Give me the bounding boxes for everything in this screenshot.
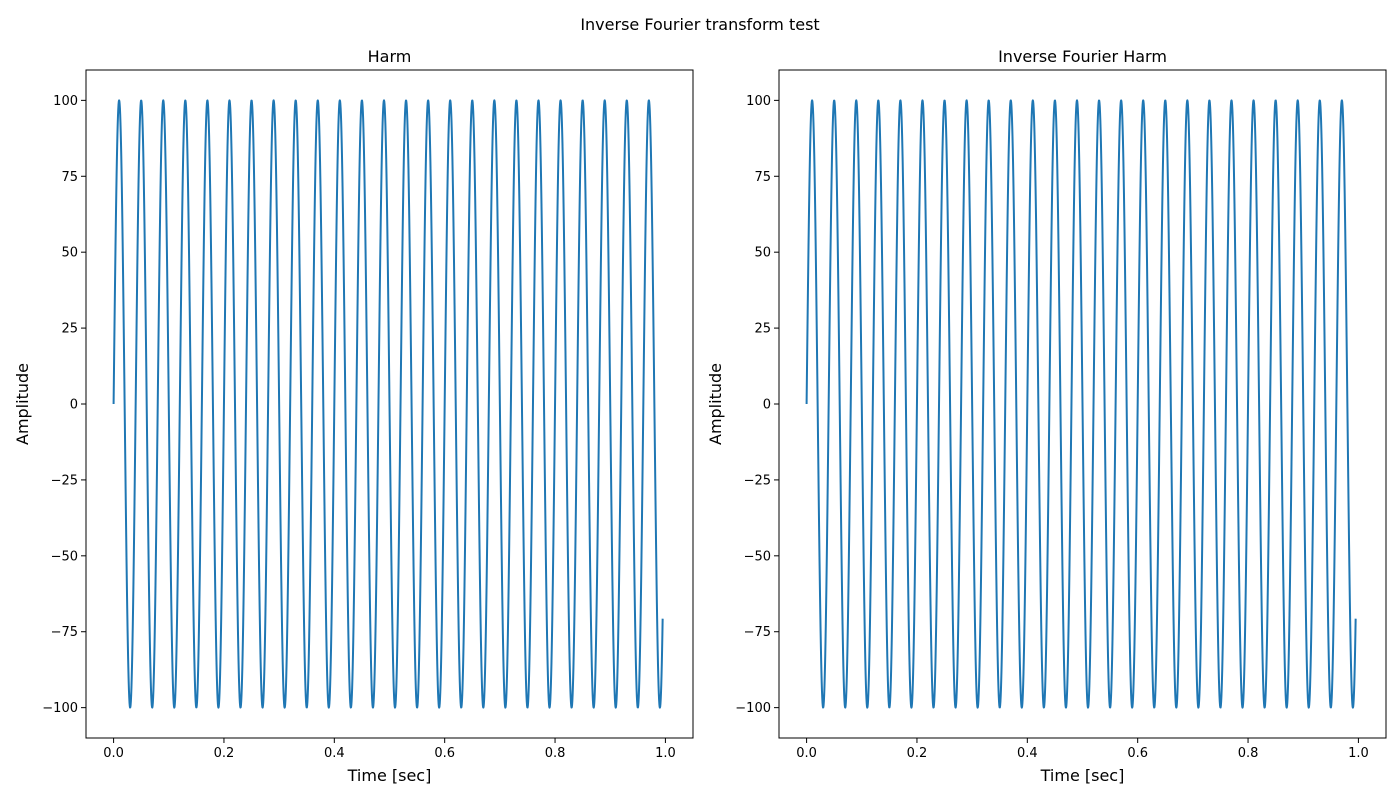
y-tick-label: 50 — [754, 246, 771, 261]
y-tick-label: −25 — [51, 473, 78, 488]
series-line-0 — [112, 99, 664, 709]
x-tick-label: 0.6 — [434, 746, 455, 761]
y-tick-label: 25 — [61, 322, 78, 337]
x-tick-label: 0.8 — [545, 746, 566, 761]
y-tick-label: 50 — [61, 246, 78, 261]
series-line-0 — [805, 99, 1357, 709]
figure-suptitle: Inverse Fourier transform test — [580, 15, 819, 34]
y-axis-label: Amplitude — [13, 363, 32, 445]
x-tick-label: 0.0 — [796, 746, 817, 761]
subplot-inverse-fourier-harm: 0.0 0.2 0.4 0.6 0.8 1.0 −100 −75 −50 −25 0 25 50 75 10… — [706, 47, 1387, 785]
y-tick-label: −25 — [744, 473, 771, 488]
x-tick-label: 0.2 — [214, 746, 235, 761]
y-tick-label: −50 — [51, 549, 78, 564]
subplot-title: Inverse Fourier Harm — [998, 47, 1167, 66]
x-tick-label: 0.2 — [907, 746, 928, 761]
y-tick-label: −100 — [735, 701, 771, 716]
y-tick-label: 0 — [763, 398, 771, 413]
y-tick-label: 25 — [754, 322, 771, 337]
y-axis-label: Amplitude — [706, 363, 725, 445]
x-axis-label: Time [sec] — [1040, 766, 1125, 785]
y-tick-label: −100 — [42, 701, 78, 716]
x-tick-label: 0.6 — [1127, 746, 1148, 761]
y-tick-label: 0 — [70, 398, 78, 413]
x-axis-label: Time [sec] — [347, 766, 432, 785]
x-tick-label: 0.4 — [324, 746, 345, 761]
y-tick-label: 100 — [746, 94, 771, 109]
x-tick-label: 0.8 — [1238, 746, 1259, 761]
subplot-title: Harm — [368, 47, 412, 66]
y-tick-label: −75 — [51, 625, 78, 640]
x-tick-label: 1.0 — [1348, 746, 1369, 761]
subplot-harm: 0.0 0.2 0.4 0.6 0.8 1.0 −100 −75 −50 −25 0 25 50 75 10… — [13, 47, 694, 785]
y-tick-label: −50 — [744, 549, 771, 564]
y-tick-label: −75 — [744, 625, 771, 640]
x-tick-label: 0.4 — [1017, 746, 1038, 761]
y-tick-label: 75 — [61, 170, 78, 185]
x-tick-label: 0.0 — [103, 746, 124, 761]
y-tick-label: 100 — [53, 94, 78, 109]
x-tick-label: 1.0 — [655, 746, 676, 761]
y-tick-label: 75 — [754, 170, 771, 185]
